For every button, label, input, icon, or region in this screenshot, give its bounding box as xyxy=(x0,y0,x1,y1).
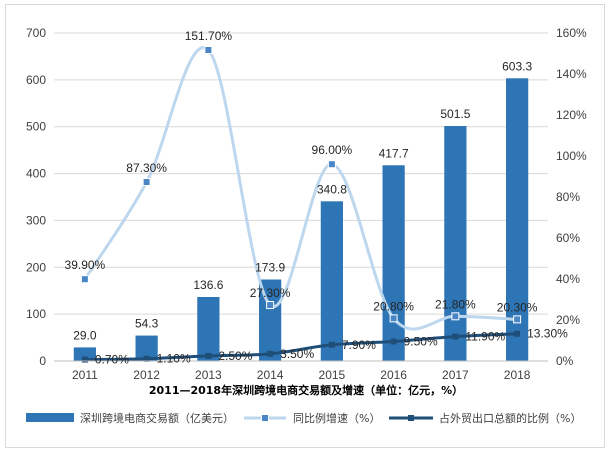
x-tick-label: 2015 xyxy=(319,368,346,382)
left-tick-label: 100 xyxy=(26,307,46,321)
growth-rate-label: 20.80% xyxy=(373,299,414,313)
right-tick-label: 160% xyxy=(556,26,587,40)
x-tick-label: 2014 xyxy=(257,368,284,382)
bar-value-label: 501.5 xyxy=(440,107,470,121)
export-share-label: 2.50% xyxy=(218,349,252,363)
x-tick-label: 2017 xyxy=(442,368,469,382)
right-tick-label: 140% xyxy=(556,67,587,81)
bar xyxy=(320,201,343,361)
growth-rate-marker xyxy=(513,315,522,324)
export-share-marker xyxy=(328,341,335,348)
export-share-marker xyxy=(390,338,397,345)
data-labels: 29.0 54.3 136.6 173.9 340.8 417.7 501.5 603.3 39… xyxy=(65,29,569,367)
bar xyxy=(506,78,529,362)
growth-rate-marker xyxy=(266,301,275,310)
legend-label-growth: 同比例增速（%） xyxy=(293,411,380,425)
right-tick-label: 80% xyxy=(556,190,580,204)
left-tick-label: 700 xyxy=(26,26,46,40)
left-tick-label: 0 xyxy=(39,354,46,368)
growth-rate-line xyxy=(83,46,518,331)
growth-rate-label: 20.30% xyxy=(497,300,538,314)
growth-rate-label: 21.80% xyxy=(435,297,476,311)
right-tick-label: 20% xyxy=(556,313,580,327)
x-tick-label: 2012 xyxy=(133,368,160,382)
right-tick-label: 0% xyxy=(556,354,574,368)
axes: 0 100 200 300 400 500 600 700 0% 20% 40% 60% 80% 100%… xyxy=(26,26,587,382)
bar-value-label: 603.3 xyxy=(502,59,532,73)
gridlines xyxy=(54,32,548,315)
export-share-label: 13.30% xyxy=(527,327,568,341)
left-tick-label: 300 xyxy=(26,213,46,227)
x-tick-label: 2011 xyxy=(72,368,98,382)
export-share-line xyxy=(84,332,518,362)
export-share-label: 3.50% xyxy=(280,347,314,361)
export-share-marker xyxy=(267,350,274,357)
export-share-marker xyxy=(452,333,459,340)
combo-chart: 0 100 200 300 400 500 600 700 0% 20% 40% 60% 80% 100%… xyxy=(26,26,587,425)
chart-title: 2011—2018年深圳跨境电商交易额及增速（单位：亿元，%） xyxy=(149,383,463,397)
bar-value-label: 417.7 xyxy=(379,146,409,160)
export-share-marker xyxy=(514,330,521,337)
legend-swatch-bar xyxy=(26,413,74,422)
export-share-label: 0.70% xyxy=(95,353,129,367)
growth-rate-label: 151.70% xyxy=(185,29,233,43)
bar xyxy=(197,296,220,361)
right-tick-label: 60% xyxy=(556,231,580,245)
growth-rate-label: 27.30% xyxy=(250,286,291,300)
x-tick-label: 2016 xyxy=(380,368,407,382)
export-share-label: 11.90% xyxy=(465,330,505,344)
line-series xyxy=(80,46,522,363)
legend-marker-growth xyxy=(261,414,269,422)
growth-rate-marker xyxy=(204,46,213,55)
left-tick-label: 200 xyxy=(26,260,46,274)
chart-frame: 0 100 200 300 400 500 600 700 0% 20% 40% 60% 80% 100%… xyxy=(5,4,605,448)
x-tick-label: 2013 xyxy=(195,368,222,382)
growth-rate-label: 87.30% xyxy=(126,161,167,175)
right-tick-label: 120% xyxy=(556,108,587,122)
growth-rate-label: 39.90% xyxy=(65,258,106,272)
bar-value-label: 173.9 xyxy=(255,261,285,275)
legend-marker-share xyxy=(408,415,414,421)
growth-rate-marker xyxy=(389,314,398,323)
bar xyxy=(259,279,282,361)
bar xyxy=(135,335,158,361)
legend-label-bar: 深圳跨境电商交易额（亿美元） xyxy=(80,411,234,425)
export-share-marker xyxy=(143,355,150,362)
legend: 深圳跨境电商交易额（亿美元） 同比例增速（%） 占外贸出口总额的比例（%） xyxy=(26,411,581,425)
legend-label-share: 占外贸出口总额的比例（%） xyxy=(439,411,581,425)
growth-rate-label: 96.00% xyxy=(312,143,353,157)
bar-value-label: 54.3 xyxy=(135,317,159,331)
right-tick-label: 40% xyxy=(556,272,580,286)
left-tick-label: 400 xyxy=(26,167,46,181)
bar-value-label: 29.0 xyxy=(73,328,97,342)
growth-rate-marker xyxy=(451,312,460,321)
left-tick-label: 600 xyxy=(26,73,46,87)
x-tick-label: 2018 xyxy=(504,368,531,382)
right-tick-label: 100% xyxy=(556,149,587,163)
export-share-label: 9.50% xyxy=(404,335,438,349)
bar xyxy=(382,165,405,361)
bar-value-label: 136.6 xyxy=(193,278,223,292)
export-share-label: 1.10% xyxy=(157,352,191,366)
bar xyxy=(444,126,467,361)
bar-value-label: 340.8 xyxy=(317,182,347,196)
export-share-label: 7.90% xyxy=(342,338,376,352)
export-share-marker xyxy=(205,352,212,359)
export-share-marker xyxy=(81,356,88,363)
growth-rate-marker xyxy=(80,275,89,284)
left-tick-label: 500 xyxy=(26,120,46,134)
growth-rate-marker xyxy=(327,160,336,169)
growth-rate-marker xyxy=(142,178,151,187)
bar xyxy=(73,347,96,361)
